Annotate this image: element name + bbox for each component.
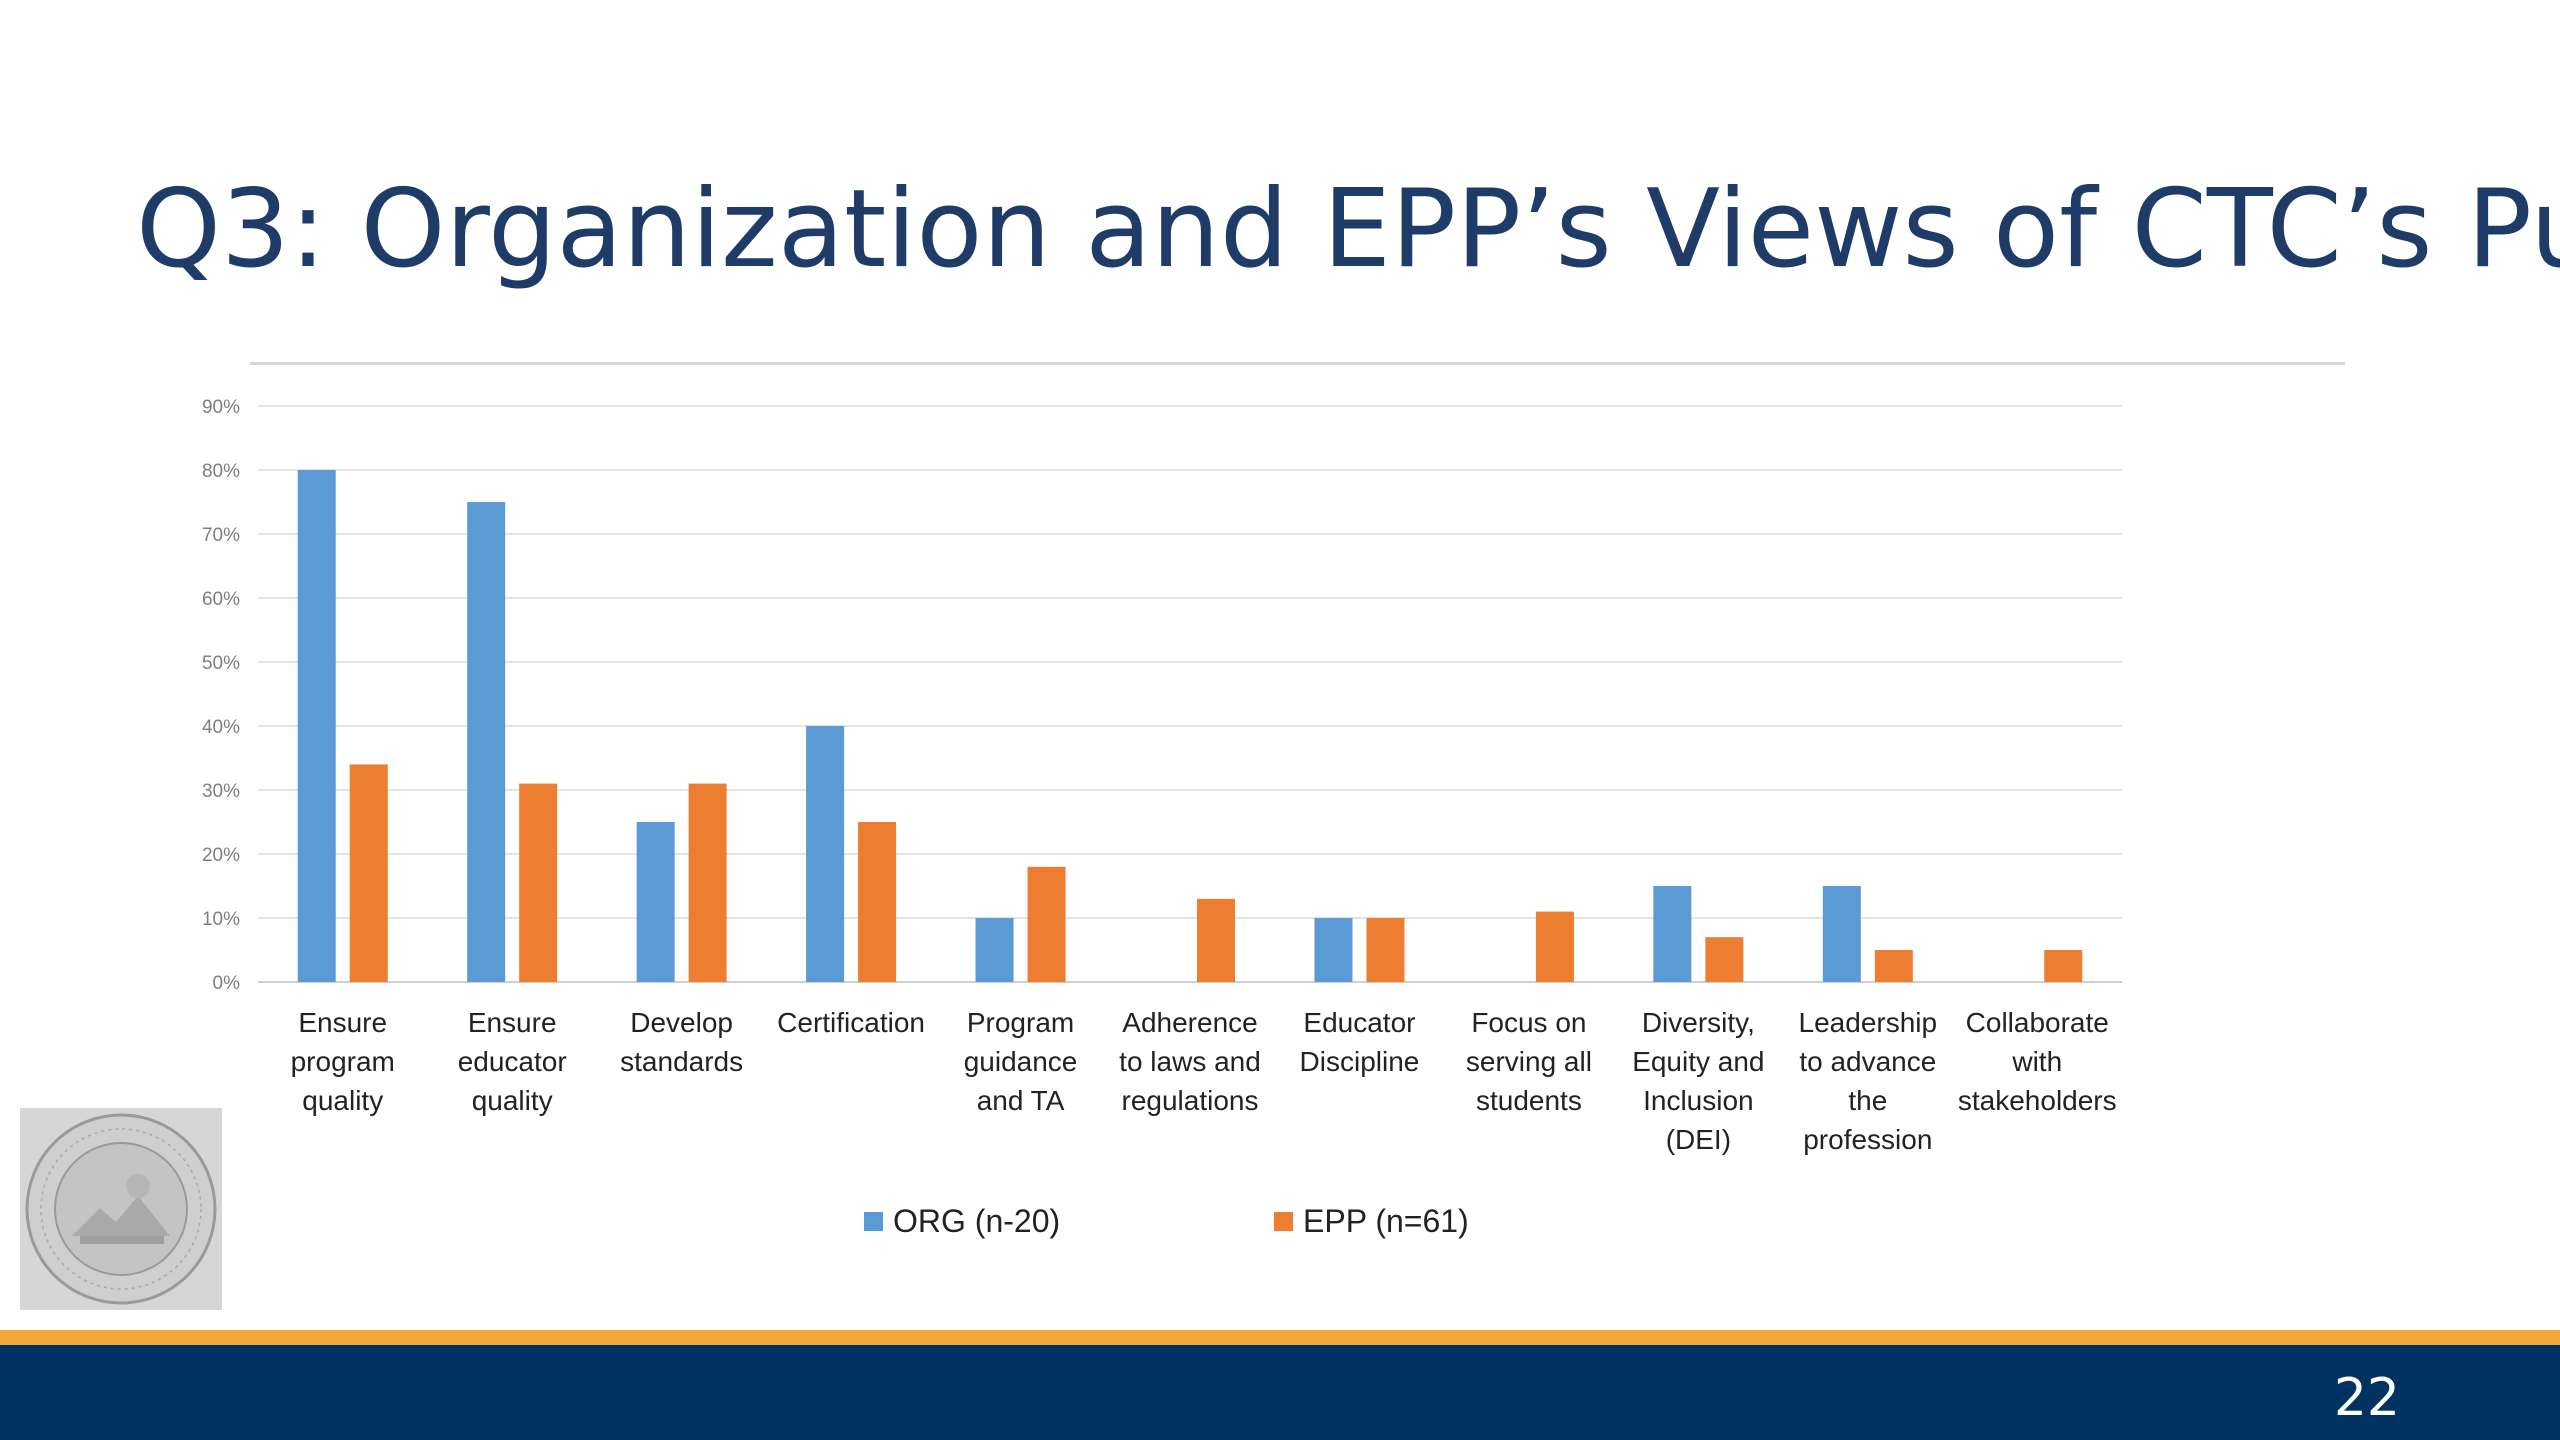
y-tick-label: 90% bbox=[202, 397, 240, 418]
bar-org bbox=[806, 726, 845, 982]
category-label: Certification bbox=[777, 1007, 925, 1038]
legend-swatch-org bbox=[864, 1211, 883, 1231]
category-label: Leadership to advance the profession bbox=[1799, 1007, 1938, 1155]
legend-swatch-epp bbox=[1274, 1211, 1293, 1231]
bar-epp bbox=[1366, 918, 1405, 982]
title-divider bbox=[250, 362, 2345, 365]
y-tick-label: 40% bbox=[202, 717, 240, 738]
category-label: Adherence to laws and regulations bbox=[1119, 1007, 1261, 1116]
bar-org bbox=[1822, 886, 1861, 982]
bar-epp bbox=[688, 783, 727, 982]
bar-org bbox=[636, 822, 675, 982]
legend-label-epp: EPP (n=61) bbox=[1303, 1202, 1469, 1239]
y-tick-label: 80% bbox=[202, 461, 240, 482]
bar-org bbox=[467, 502, 506, 982]
category-label: Educator Discipline bbox=[1300, 1007, 1420, 1077]
bar-org bbox=[975, 918, 1014, 982]
bar-epp bbox=[1027, 866, 1066, 982]
bar-org bbox=[1653, 886, 1692, 982]
y-tick-label: 50% bbox=[202, 653, 240, 674]
y-tick-label: 60% bbox=[202, 589, 240, 610]
y-tick-label: 10% bbox=[202, 909, 240, 930]
bar-chart: 0% 10% 20% 30% 40% 50% 60% 70% 80% 90% Ensure progr… bbox=[202, 397, 2122, 1155]
y-tick-label: 20% bbox=[202, 845, 240, 866]
footer-navy-band bbox=[0, 1345, 2560, 1440]
bar-epp bbox=[1874, 950, 1913, 982]
bar-epp bbox=[2044, 950, 2083, 982]
bar-epp bbox=[1197, 898, 1235, 982]
y-tick-label: 0% bbox=[213, 973, 241, 994]
y-tick-label: 30% bbox=[202, 781, 240, 802]
category-label: Develop standards bbox=[620, 1007, 743, 1077]
bar-epp bbox=[519, 783, 558, 982]
y-tick-label: 70% bbox=[202, 525, 240, 546]
bar-org bbox=[297, 470, 336, 982]
legend: ORG (n-20) EPP (n=61) bbox=[0, 1196, 2560, 1246]
slide-title: Q3: Organization and EPP’s Views of CTC’… bbox=[136, 167, 2560, 292]
bar-epp bbox=[858, 822, 897, 982]
bar-epp bbox=[1705, 937, 1744, 982]
category-label: Focus on serving all students bbox=[1466, 1007, 1592, 1116]
footer-gold-band bbox=[0, 1330, 2560, 1345]
ctc-seal-icon bbox=[20, 1108, 222, 1310]
bar-org bbox=[1314, 918, 1353, 982]
category-label: Ensure program quality bbox=[291, 1007, 395, 1116]
bar-epp bbox=[349, 764, 388, 982]
category-label: Diversity, Equity and Inclusion (DEI) bbox=[1632, 1007, 1764, 1155]
category-label: Collaborate with stakeholders bbox=[1958, 1007, 2117, 1116]
category-label: Program guidance and TA bbox=[964, 1007, 1078, 1116]
legend-label-org: ORG (n-20) bbox=[893, 1202, 1061, 1239]
legend-item-epp: EPP (n=61) bbox=[1274, 1196, 1469, 1246]
category-label: Ensure educator quality bbox=[458, 1007, 567, 1116]
page-number: 22 bbox=[2333, 1368, 2400, 1428]
bar-epp bbox=[1535, 911, 1574, 982]
legend-item-org: ORG (n-20) bbox=[864, 1196, 1060, 1246]
